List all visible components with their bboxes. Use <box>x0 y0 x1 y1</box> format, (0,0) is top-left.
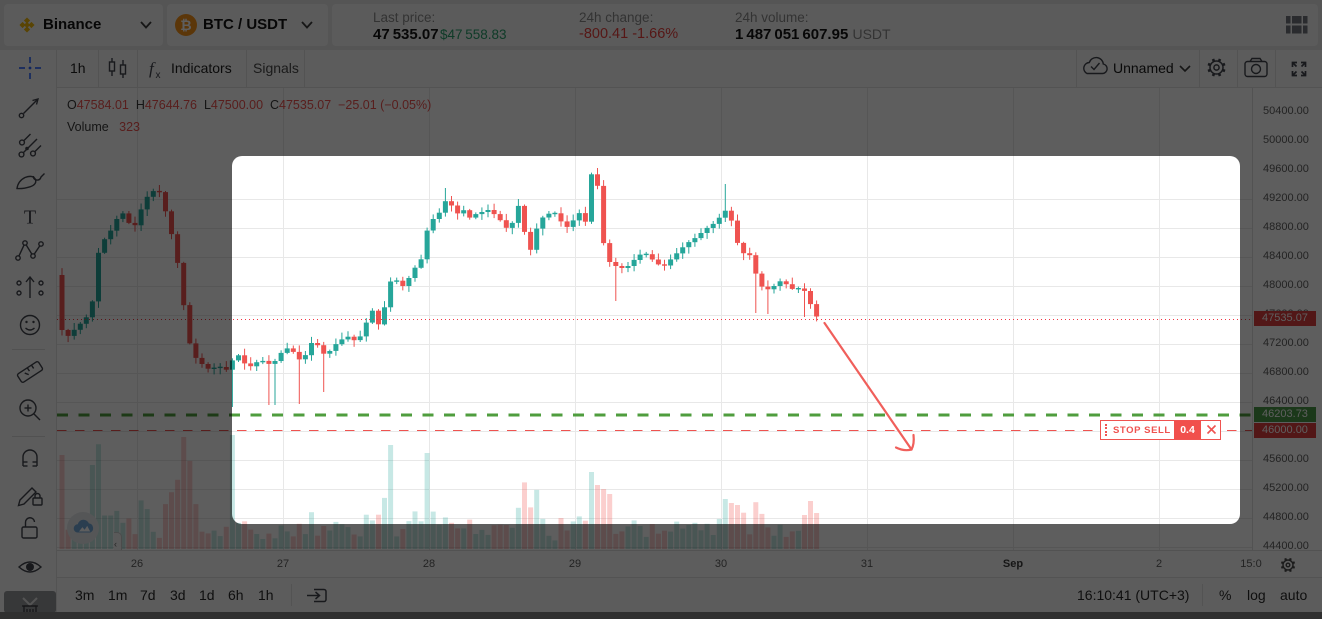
svg-text:f: f <box>149 59 156 78</box>
svg-text:T: T <box>24 207 36 229</box>
svg-text:x: x <box>156 70 161 81</box>
